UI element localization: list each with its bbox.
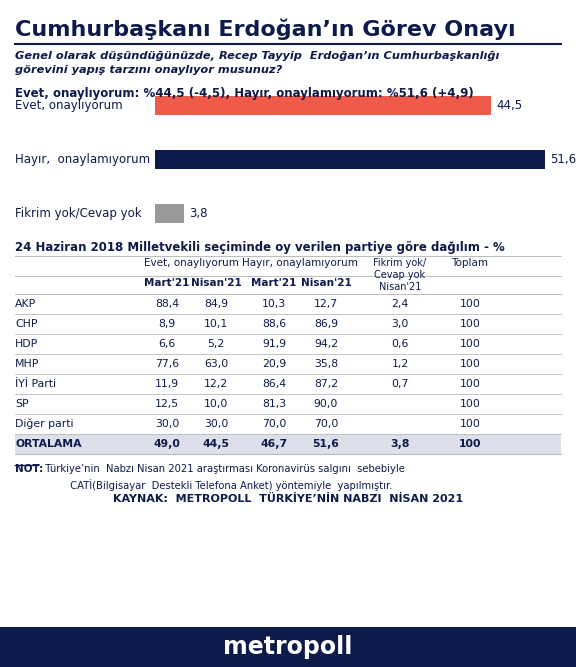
Text: Diğer parti: Diğer parti bbox=[15, 419, 74, 430]
Text: 20,9: 20,9 bbox=[262, 359, 286, 369]
Text: 63,0: 63,0 bbox=[204, 359, 228, 369]
Text: 44,5: 44,5 bbox=[203, 439, 229, 449]
Text: 88,6: 88,6 bbox=[262, 319, 286, 329]
Text: 24 Haziran 2018 Milletvekili seçiminde oy verilen partiye göre dağılım - %: 24 Haziran 2018 Milletvekili seçiminde o… bbox=[15, 241, 505, 254]
Text: Evet, onaylıyorum: %44,5 (-4,5), Hayır, onaylamıyorum: %51,6 (+4,9): Evet, onaylıyorum: %44,5 (-4,5), Hayır, … bbox=[15, 87, 473, 100]
Bar bbox=[155, 204, 184, 223]
Text: ORTALAMA: ORTALAMA bbox=[15, 439, 81, 449]
Text: Mart'21: Mart'21 bbox=[251, 278, 297, 288]
Text: Mart'21: Mart'21 bbox=[145, 278, 190, 288]
Bar bbox=[155, 96, 491, 115]
Text: 100: 100 bbox=[458, 439, 482, 449]
Text: 84,9: 84,9 bbox=[204, 299, 228, 309]
Text: 87,2: 87,2 bbox=[314, 379, 338, 389]
Text: 5,2: 5,2 bbox=[207, 339, 225, 349]
Text: Hayır, onaylamıyorum: Hayır, onaylamıyorum bbox=[242, 258, 358, 268]
Text: 100: 100 bbox=[460, 399, 480, 409]
Text: 100: 100 bbox=[460, 379, 480, 389]
Text: Nisan'21: Nisan'21 bbox=[301, 278, 351, 288]
Text: 91,9: 91,9 bbox=[262, 339, 286, 349]
Text: Evet, onaylıyorum: Evet, onaylıyorum bbox=[144, 258, 239, 268]
Text: 8,9: 8,9 bbox=[158, 319, 176, 329]
Text: 10,0: 10,0 bbox=[204, 399, 228, 409]
Text: NOT:: NOT: bbox=[15, 464, 43, 474]
Text: AKP: AKP bbox=[15, 299, 36, 309]
Text: 70,0: 70,0 bbox=[314, 419, 338, 429]
Text: KAYNAK:  METROPOLL  TÜRKİYE’NİN NABZI  NİSAN 2021: KAYNAK: METROPOLL TÜRKİYE’NİN NABZI NİSA… bbox=[113, 494, 463, 504]
Text: Fikrim yok/Cevap yok: Fikrim yok/Cevap yok bbox=[15, 207, 142, 220]
Text: 30,0: 30,0 bbox=[204, 419, 228, 429]
Text: Evet, onaylıyorum: Evet, onaylıyorum bbox=[15, 99, 123, 112]
Text: 0,7: 0,7 bbox=[391, 379, 409, 389]
Bar bbox=[155, 150, 545, 169]
Text: MHP: MHP bbox=[15, 359, 39, 369]
Text: Türkiye’nin  Nabzı Nisan 2021 araştırması Koronavirüs salgını  sebebiyle
       : Türkiye’nin Nabzı Nisan 2021 araştırması… bbox=[39, 464, 405, 491]
Text: 90,0: 90,0 bbox=[314, 399, 338, 409]
Text: 11,9: 11,9 bbox=[155, 379, 179, 389]
Text: İYİ Parti: İYİ Parti bbox=[15, 379, 56, 389]
Text: 10,3: 10,3 bbox=[262, 299, 286, 309]
Text: 12,5: 12,5 bbox=[155, 399, 179, 409]
Text: Genel olarak düşündüğünüzde, Recep Tayyip  Erdoğan’ın Cumhurbaşkanlığı: Genel olarak düşündüğünüzde, Recep Tayyi… bbox=[15, 51, 499, 61]
Bar bbox=[15, 434, 561, 454]
Text: metropoll: metropoll bbox=[223, 635, 353, 659]
Text: CHP: CHP bbox=[15, 319, 37, 329]
Text: 35,8: 35,8 bbox=[314, 359, 338, 369]
Text: 70,0: 70,0 bbox=[262, 419, 286, 429]
Text: 46,7: 46,7 bbox=[260, 439, 287, 449]
Text: Nisan'21: Nisan'21 bbox=[191, 278, 241, 288]
Text: 30,0: 30,0 bbox=[155, 419, 179, 429]
Text: Hayır,  onaylamıyorum: Hayır, onaylamıyorum bbox=[15, 153, 150, 166]
Text: 3,0: 3,0 bbox=[391, 319, 409, 329]
Text: 10,1: 10,1 bbox=[204, 319, 228, 329]
Text: 51,6: 51,6 bbox=[550, 153, 576, 166]
Text: 100: 100 bbox=[460, 359, 480, 369]
Text: 3,8: 3,8 bbox=[391, 439, 410, 449]
Text: 86,9: 86,9 bbox=[314, 319, 338, 329]
Text: 2,4: 2,4 bbox=[391, 299, 408, 309]
Bar bbox=[0, 627, 576, 667]
Text: 100: 100 bbox=[460, 319, 480, 329]
Text: 49,0: 49,0 bbox=[154, 439, 180, 449]
Text: Toplam: Toplam bbox=[452, 258, 488, 268]
Text: 81,3: 81,3 bbox=[262, 399, 286, 409]
Text: 86,4: 86,4 bbox=[262, 379, 286, 389]
Text: 77,6: 77,6 bbox=[155, 359, 179, 369]
Text: Cumhurbaşkanı Erdoğan’ın Görev Onayı: Cumhurbaşkanı Erdoğan’ın Görev Onayı bbox=[15, 19, 516, 41]
Text: görevini yapış tarzını onaylıyor musunuz?: görevini yapış tarzını onaylıyor musunuz… bbox=[15, 65, 282, 75]
Text: 12,7: 12,7 bbox=[314, 299, 338, 309]
Text: 88,4: 88,4 bbox=[155, 299, 179, 309]
Text: 100: 100 bbox=[460, 339, 480, 349]
Text: SP: SP bbox=[15, 399, 29, 409]
Text: 94,2: 94,2 bbox=[314, 339, 338, 349]
Text: 3,8: 3,8 bbox=[189, 207, 207, 220]
Text: 51,6: 51,6 bbox=[313, 439, 339, 449]
Text: 0,6: 0,6 bbox=[391, 339, 409, 349]
Text: Fikrim yok/
Cevap yok
Nisan'21: Fikrim yok/ Cevap yok Nisan'21 bbox=[373, 258, 427, 292]
Text: 6,6: 6,6 bbox=[158, 339, 176, 349]
Text: 100: 100 bbox=[460, 299, 480, 309]
Text: 44,5: 44,5 bbox=[497, 99, 522, 112]
Text: 12,2: 12,2 bbox=[204, 379, 228, 389]
Text: 1,2: 1,2 bbox=[391, 359, 408, 369]
Text: 100: 100 bbox=[460, 419, 480, 429]
Text: HDP: HDP bbox=[15, 339, 38, 349]
